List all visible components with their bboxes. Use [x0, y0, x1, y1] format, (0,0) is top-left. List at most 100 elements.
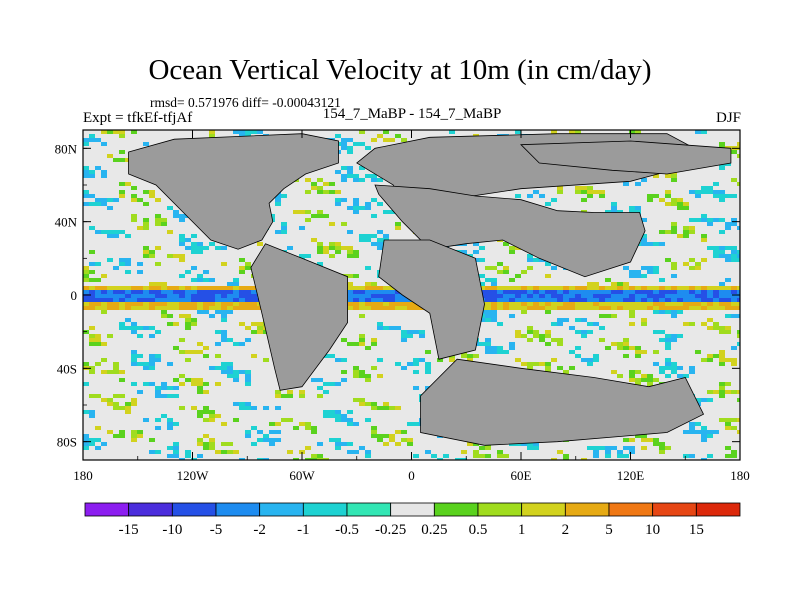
field-cell: [95, 286, 101, 290]
field-cell: [719, 198, 725, 202]
field-cell: [539, 194, 545, 198]
field-cell: [587, 194, 593, 198]
field-cell: [725, 426, 731, 430]
field-cell: [713, 250, 719, 254]
field-cell: [245, 130, 251, 134]
field-cell: [353, 142, 359, 146]
field-cell: [563, 306, 569, 310]
field-cell: [107, 230, 113, 234]
field-cell: [389, 306, 395, 310]
field-cell: [557, 186, 563, 190]
field-cell: [353, 370, 359, 374]
field-cell: [89, 306, 95, 310]
field-cell: [629, 310, 635, 314]
field-cell: [161, 286, 167, 290]
field-cell: [551, 338, 557, 342]
field-cell: [113, 290, 119, 294]
field-cell: [125, 402, 131, 406]
field-cell: [671, 174, 677, 178]
field-cell: [509, 342, 515, 346]
field-cell: [551, 130, 557, 134]
field-cell: [251, 442, 257, 446]
field-cell: [233, 370, 239, 374]
field-cell: [191, 290, 197, 294]
field-cell: [155, 214, 161, 218]
field-cell: [185, 302, 191, 306]
field-cell: [593, 446, 599, 450]
field-cell: [311, 238, 317, 242]
field-cell: [305, 190, 311, 194]
field-cell: [371, 302, 377, 306]
field-cell: [485, 446, 491, 450]
field-cell: [563, 294, 569, 298]
field-cell: [353, 298, 359, 302]
field-cell: [167, 206, 173, 210]
field-cell: [155, 386, 161, 390]
field-cell: [365, 454, 371, 458]
field-cell: [503, 302, 509, 306]
field-cell: [635, 306, 641, 310]
field-cell: [707, 354, 713, 358]
field-cell: [215, 302, 221, 306]
field-cell: [179, 214, 185, 218]
field-cell: [611, 370, 617, 374]
field-cell: [119, 190, 125, 194]
field-cell: [689, 286, 695, 290]
field-cell: [593, 358, 599, 362]
field-cell: [251, 290, 257, 294]
field-cell: [371, 342, 377, 346]
field-cell: [113, 298, 119, 302]
field-cell: [623, 446, 629, 450]
field-cell: [389, 290, 395, 294]
field-cell: [509, 302, 515, 306]
field-cell: [221, 330, 227, 334]
field-cell: [665, 446, 671, 450]
field-cell: [551, 302, 557, 306]
field-cell: [113, 234, 119, 238]
field-cell: [695, 266, 701, 270]
field-cell: [311, 186, 317, 190]
field-cell: [575, 294, 581, 298]
field-cell: [683, 430, 689, 434]
field-cell: [173, 446, 179, 450]
field-cell: [677, 298, 683, 302]
field-cell: [149, 326, 155, 330]
field-cell: [713, 430, 719, 434]
field-cell: [155, 302, 161, 306]
field-cell: [233, 302, 239, 306]
field-cell: [95, 298, 101, 302]
field-cell: [341, 246, 347, 250]
field-cell: [173, 294, 179, 298]
field-cell: [509, 306, 515, 310]
field-cell: [515, 330, 521, 334]
field-cell: [737, 286, 740, 290]
field-cell: [731, 290, 737, 294]
field-cell: [275, 438, 281, 442]
field-cell: [119, 302, 125, 306]
field-cell: [371, 434, 377, 438]
field-cell: [371, 366, 377, 370]
field-cell: [419, 330, 425, 334]
field-cell: [179, 218, 185, 222]
field-cell: [335, 358, 341, 362]
field-cell: [641, 306, 647, 310]
field-cell: [683, 230, 689, 234]
field-cell: [395, 222, 401, 226]
field-cell: [191, 286, 197, 290]
field-cell: [89, 174, 95, 178]
field-cell: [119, 130, 125, 134]
field-cell: [527, 446, 533, 450]
field-cell: [707, 190, 713, 194]
field-cell: [635, 298, 641, 302]
field-cell: [167, 322, 173, 326]
field-cell: [689, 422, 695, 426]
field-cell: [221, 298, 227, 302]
field-cell: [437, 458, 443, 460]
field-cell: [119, 150, 125, 154]
field-cell: [227, 442, 233, 446]
field-cell: [335, 438, 341, 442]
field-cell: [737, 258, 740, 262]
field-cell: [713, 294, 719, 298]
field-cell: [689, 294, 695, 298]
field-cell: [359, 290, 365, 294]
